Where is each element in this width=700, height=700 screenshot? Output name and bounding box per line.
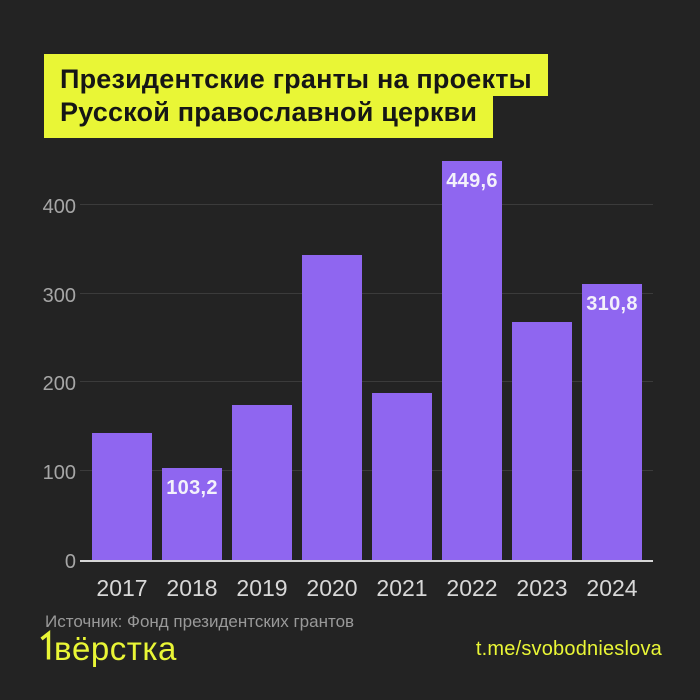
plot-area: 2017 103,2 2018 2019 2020 2021 449,6 2022 2023 31…: [80, 158, 653, 601]
bar-column-2021: 2021: [372, 393, 432, 601]
bar-column-2020: 2020: [302, 255, 362, 601]
bar-column-2024: 310,8 2024: [582, 284, 642, 601]
bar-2018: 103,2: [162, 468, 222, 560]
y-axis-tick-label-200: 200: [42, 373, 76, 396]
verstka-logo-text: вёрстка: [54, 630, 177, 667]
bar-value-label-2022: 449,6: [446, 169, 498, 192]
chart-title-line-2: Русской православной церкви: [44, 96, 494, 138]
telegram-link[interactable]: t.me/svobodnieslova: [475, 638, 662, 660]
gridline-300: [80, 292, 653, 294]
x-axis-tick-label-2022: 2022: [446, 575, 498, 601]
bar-chart: 2017 103,2 2018 2019 2020 2021 449,6 2022 2023 31…: [0, 158, 700, 601]
x-axis-tick-label-2018: 2018: [166, 575, 218, 601]
verstka-logo: вёрстка: [40, 630, 177, 666]
chart-title-line-1: Президентские гранты на проекты: [44, 54, 548, 96]
gridline-400: [80, 203, 653, 205]
bar-2020: [302, 255, 362, 560]
bar-2017: [92, 433, 152, 560]
x-axis-tick-label-2021: 2021: [376, 575, 428, 601]
x-axis-tick-label-2024: 2024: [586, 575, 638, 601]
bar-2024: 310,8: [582, 284, 642, 560]
bar-value-label-2018: 103,2: [166, 477, 218, 500]
bar-2019: [232, 404, 292, 560]
bar-column-2018: 103,2 2018: [162, 468, 222, 601]
bar-column-2023: 2023: [512, 322, 572, 601]
x-axis-tick-label-2017: 2017: [96, 575, 148, 601]
bar-2022: 449,6: [442, 160, 502, 560]
bar-2021: [372, 393, 432, 560]
bar-2023: [512, 322, 572, 560]
x-axis-tick-label-2019: 2019: [236, 575, 288, 601]
gridline-200: [80, 381, 653, 383]
bar-column-2017: 2017: [92, 433, 152, 601]
bar-value-label-2024: 310,8: [586, 293, 638, 315]
bar-column-2019: 2019: [232, 404, 292, 601]
y-axis-tick-label-0: 0: [64, 551, 76, 573]
y-axis-tick-label-300: 300: [42, 284, 76, 307]
y-axis-tick-label-400: 400: [42, 195, 76, 218]
source-note: Источник: Фонд президентских грантов: [45, 612, 355, 631]
bars-row: 2017 103,2 2018 2019 2020 2021 449,6 2022 2023 31…: [80, 158, 653, 601]
y-axis-tick-label-100: 100: [42, 462, 76, 485]
x-axis-tick-label-2023: 2023: [516, 575, 568, 601]
verstka-logo-mark-icon: [40, 630, 53, 666]
gridline-100: [80, 470, 653, 472]
x-axis-tick-label-2020: 2020: [306, 575, 358, 601]
chart-title: Президентские гранты на проекты Русской …: [44, 54, 548, 138]
bar-column-2022: 449,6 2022: [442, 160, 502, 601]
